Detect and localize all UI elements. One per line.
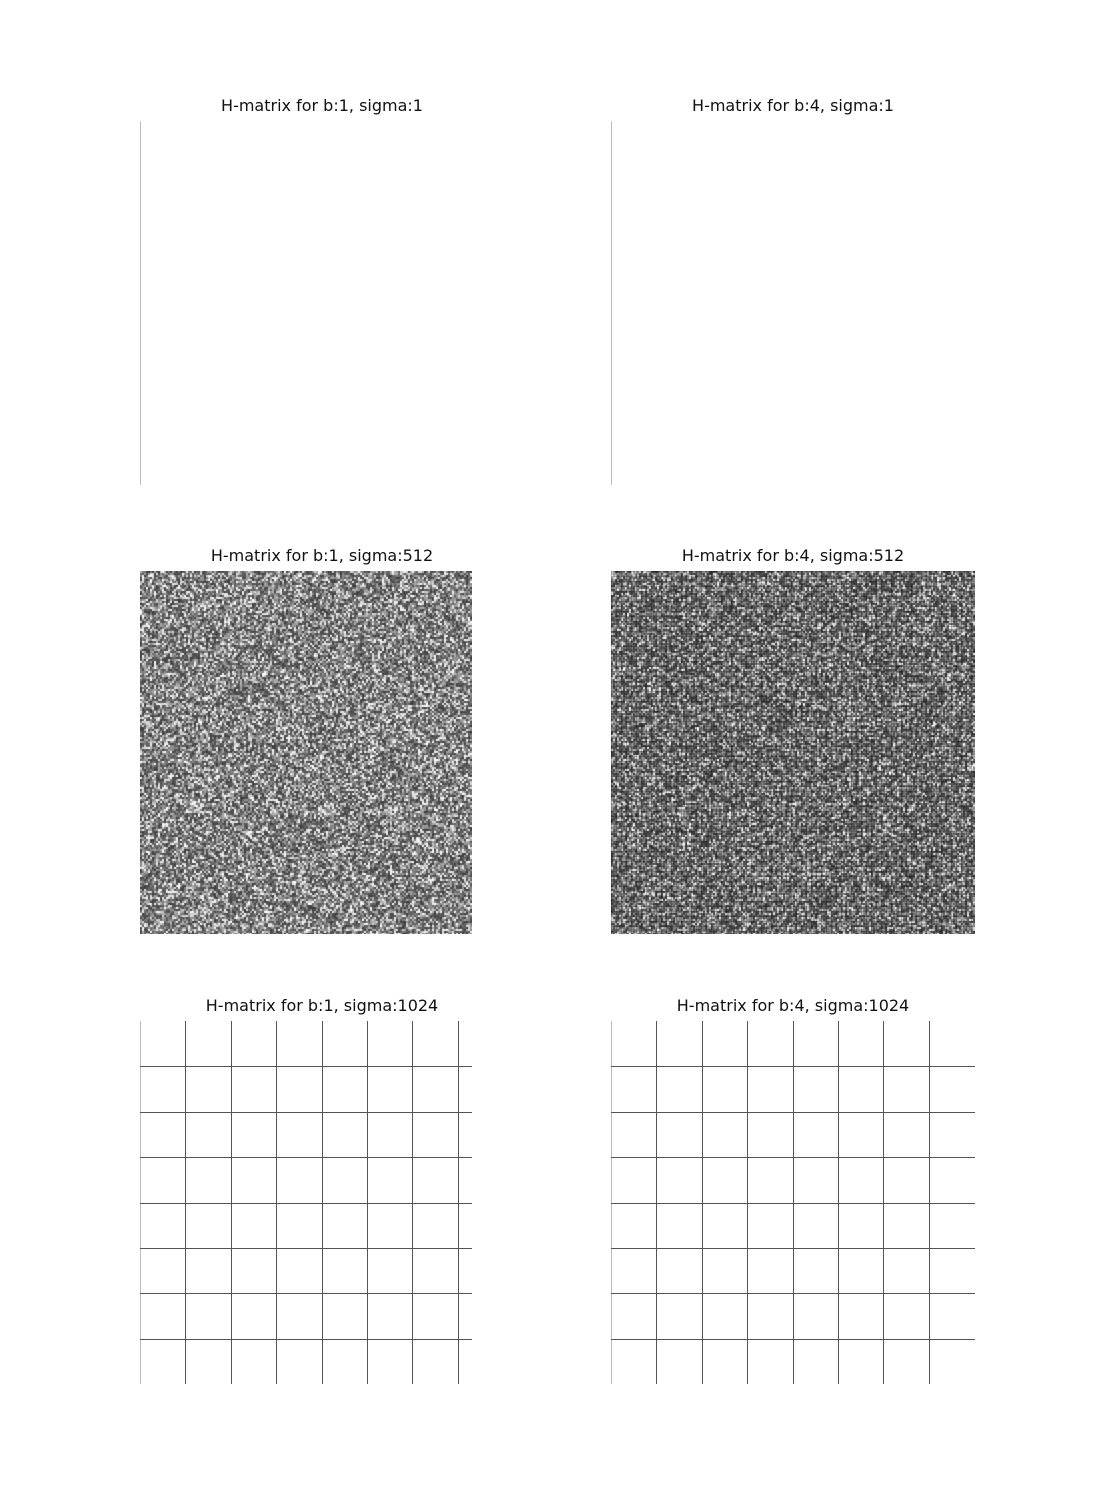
heatmap-svg — [140, 571, 472, 934]
heatmap-svg — [140, 1021, 472, 1384]
chart-title: H-matrix for b:4, sigma:1 — [692, 96, 894, 115]
heatmap-panel-b4-sigma1: H-matrix for b:4, sigma:1 — [611, 90, 975, 485]
heatmap-noise-image — [611, 571, 975, 934]
heatmap-svg — [140, 121, 141, 485]
heatmap-panel-b4-sigma1024: H-matrix for b:4, sigma:1024 — [611, 990, 975, 1385]
heatmap-noise-image — [140, 571, 472, 934]
heatmap-plot — [140, 121, 472, 485]
heatmap-plot — [611, 571, 975, 934]
heatmap-svg — [611, 571, 975, 934]
block-grid — [611, 1021, 975, 1384]
chart-title: H-matrix for b:4, sigma:512 — [681, 546, 905, 565]
heatmap-plot — [140, 571, 472, 934]
chart-title: H-matrix for b:1, sigma:512 — [210, 546, 434, 565]
chart-title: H-matrix for b:4, sigma:1024 — [676, 996, 910, 1015]
chart-title: H-matrix for b:1, sigma:1 — [221, 96, 423, 115]
heatmap-panel-b1-sigma512: H-matrix for b:1, sigma:512 — [140, 540, 472, 935]
heatmap-plot — [611, 1021, 975, 1384]
heatmap-panel-b1-sigma1024: H-matrix for b:1, sigma:1024 — [140, 990, 472, 1385]
heatmap-panel-b1-sigma1: H-matrix for b:1, sigma:1 — [140, 90, 472, 485]
heatmap-svg — [611, 121, 612, 485]
heatmap-plot — [611, 121, 975, 485]
chart-title: H-matrix for b:1, sigma:1024 — [205, 996, 439, 1015]
heatmap-panel-b4-sigma512: H-matrix for b:4, sigma:512 — [611, 540, 975, 935]
heatmap-plot — [140, 1021, 472, 1384]
heatmap-fine-grid — [611, 571, 975, 934]
heatmap-svg — [611, 1021, 975, 1384]
block-grid — [140, 1021, 472, 1384]
